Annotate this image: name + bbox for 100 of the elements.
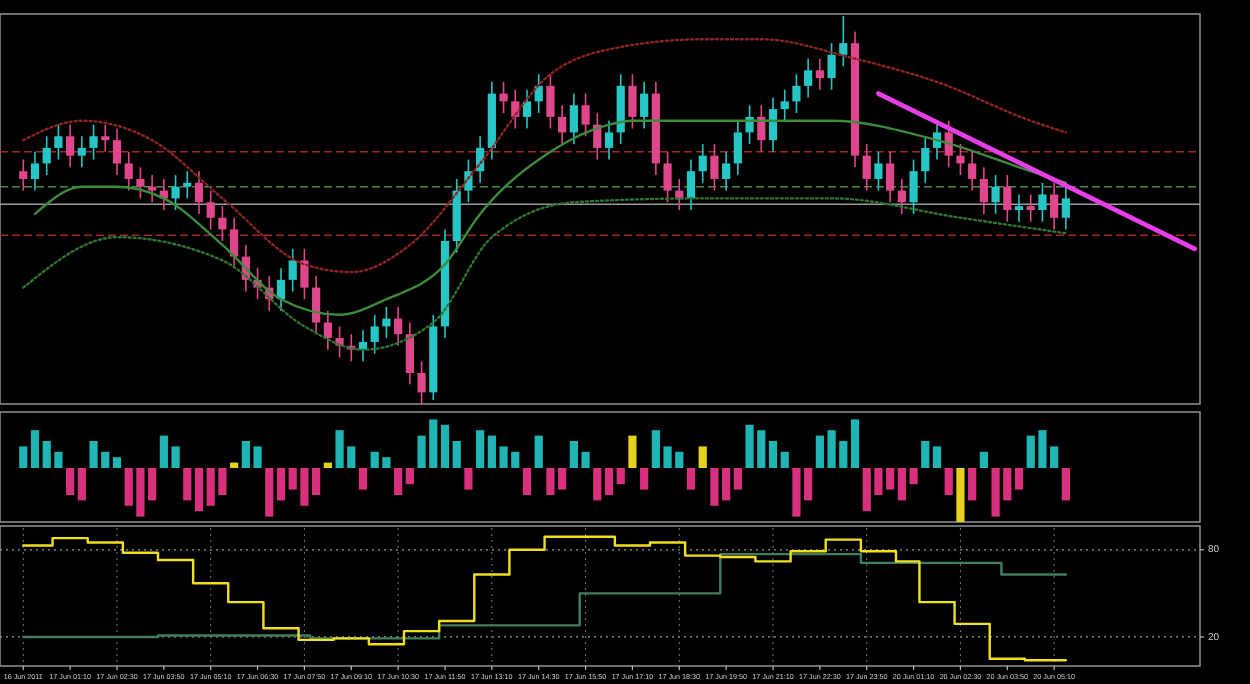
candlestick: [546, 73, 555, 130]
bar: [768, 441, 778, 468]
bar: [230, 462, 239, 468]
candlestick: [194, 170, 204, 215]
candlestick: [300, 248, 309, 301]
candlestick: [722, 151, 731, 192]
bar: [476, 430, 485, 468]
candlestick: [394, 306, 403, 347]
candlestick: [874, 151, 883, 192]
candlestick: [382, 306, 391, 339]
candlestick: [886, 151, 895, 204]
candlestick: [312, 275, 321, 335]
candlestick: [921, 135, 930, 184]
bar: [183, 468, 192, 501]
bar: [30, 430, 40, 468]
bar: [77, 468, 86, 501]
bar: [276, 468, 286, 501]
candlestick: [710, 143, 719, 192]
candlestick: [183, 170, 192, 200]
bar: [1061, 468, 1070, 501]
bar: [921, 441, 930, 468]
candlestick: [417, 360, 426, 405]
candlestick: [569, 92, 578, 145]
bar: [323, 462, 332, 468]
candlestick: [979, 166, 988, 215]
candlestick: [218, 205, 227, 242]
candlestick: [66, 123, 75, 169]
bar: [968, 468, 977, 501]
candlestick: [522, 88, 532, 130]
candlestick: [956, 143, 965, 176]
bar: [522, 468, 532, 495]
candlestick: [171, 174, 180, 211]
candlestick: [1014, 193, 1024, 223]
candlestick: [733, 119, 742, 176]
bar: [932, 446, 942, 468]
candlestick: [30, 151, 40, 192]
candlestick: [804, 57, 813, 99]
candlestick: [206, 189, 215, 231]
bar: [628, 435, 637, 468]
candlestick: [148, 174, 157, 204]
bar: [850, 419, 860, 468]
candlestick: [558, 104, 567, 145]
candlestick: [745, 104, 754, 145]
candlestick: [1003, 174, 1012, 223]
candlestick: [1026, 193, 1035, 223]
bar: [534, 435, 543, 468]
bar: [358, 468, 368, 490]
candlestick: [77, 135, 86, 169]
candlestick: [124, 151, 133, 192]
candlestick: [230, 216, 239, 269]
candlestick: [780, 88, 789, 122]
candlestick: [862, 143, 871, 192]
candlestick: [19, 158, 28, 192]
candlestick: [991, 174, 1000, 215]
bar: [405, 468, 414, 485]
bar: [979, 451, 988, 468]
candlestick: [628, 73, 637, 130]
bar: [698, 446, 707, 468]
bar: [604, 468, 614, 495]
candlestick: [792, 73, 801, 114]
bar: [452, 441, 461, 468]
bar: [265, 468, 274, 517]
candlestick: [89, 123, 98, 161]
candlestick: [616, 73, 625, 145]
bar: [944, 468, 953, 495]
bar: [66, 468, 75, 495]
bar: [616, 468, 625, 485]
candlestick: [839, 15, 848, 68]
bar: [394, 468, 403, 495]
bar: [19, 446, 28, 468]
candlestick: [663, 151, 672, 204]
candlestick: [827, 42, 836, 91]
candlestick: [54, 123, 63, 161]
candlestick: [581, 92, 590, 138]
candlestick: [768, 96, 778, 153]
bar: [640, 468, 649, 490]
candlestick: [288, 248, 297, 293]
candlestick: [604, 119, 614, 161]
bar: [194, 468, 204, 512]
bar: [956, 468, 965, 522]
bar: [112, 457, 122, 468]
bar: [464, 468, 473, 490]
bar: [593, 468, 602, 501]
candlestick: [686, 158, 696, 211]
candlestick: [968, 151, 977, 192]
bar: [1014, 468, 1024, 490]
candlestick: [136, 166, 145, 200]
candlestick: [909, 158, 918, 215]
candlestick: [1050, 182, 1059, 231]
candlestick: [1061, 185, 1070, 231]
candlestick: [698, 143, 707, 184]
candlestick: [1038, 182, 1047, 223]
candlestick: [815, 57, 824, 91]
candlestick: [42, 135, 51, 176]
bar: [733, 468, 742, 490]
bar: [686, 468, 696, 490]
candlestick: [640, 81, 649, 130]
candlestick: [112, 127, 122, 176]
candlestick: [101, 123, 110, 153]
bar: [780, 451, 789, 468]
